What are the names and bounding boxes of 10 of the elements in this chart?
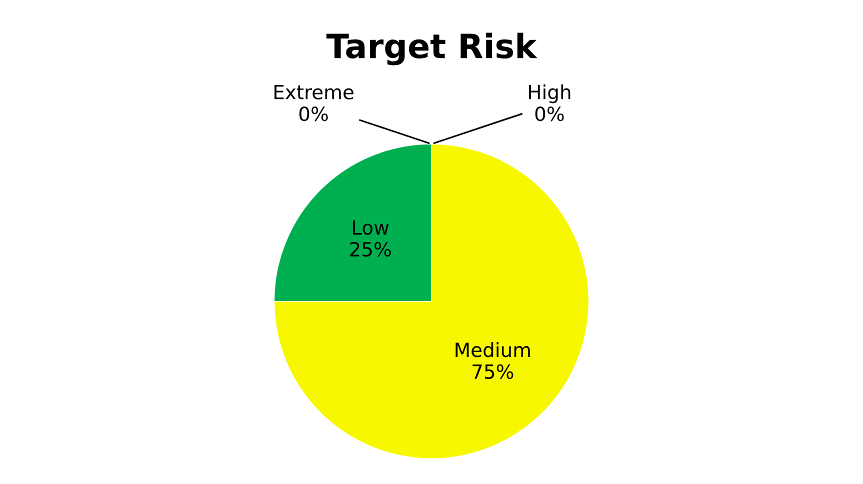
text: 0% xyxy=(535,106,564,122)
data-label: 75% xyxy=(472,364,514,379)
text: 0% xyxy=(299,106,328,122)
slice-label: Medium xyxy=(456,342,530,358)
data-label: 25% xyxy=(350,242,391,257)
category-label: High xyxy=(529,84,570,104)
pie-slice xyxy=(274,144,590,459)
category-label: Extreme xyxy=(274,84,354,100)
slice-label: Low xyxy=(353,220,389,235)
chart-title: Target Risk xyxy=(326,32,538,66)
